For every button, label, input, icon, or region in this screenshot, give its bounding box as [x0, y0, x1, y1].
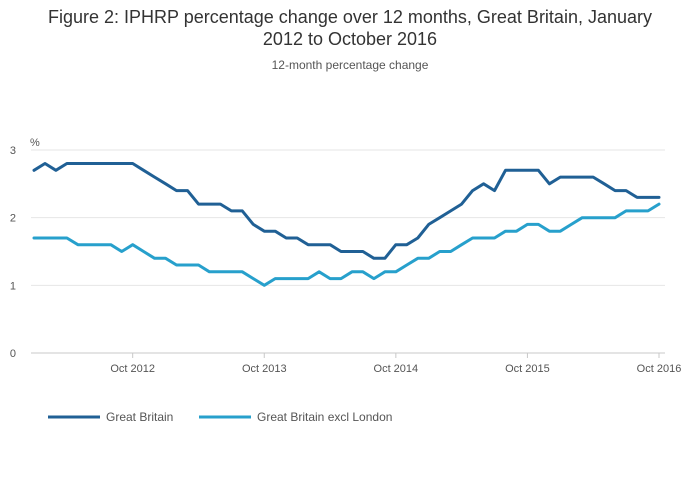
y-tick-label: 1 [10, 280, 16, 292]
chart-title-line-2: 2012 to October 2016 [262, 29, 438, 49]
axes: 0 1 2 3% Oct 2012 Oct 2013 Oct 2014 Oct 2015 Oct… [10, 137, 681, 375]
y-tick-label: 0 [10, 348, 16, 360]
x-tick-label: Oct 2015 [505, 363, 550, 375]
chart-title: Figure 2: IPHRP percentage change over 1… [0, 6, 700, 50]
y-tick-label: 2 [10, 213, 16, 225]
series-line-0[interactable] [32, 162, 661, 260]
x-tick-label: Oct 2013 [242, 363, 287, 375]
y-tick-label: 3 [10, 145, 16, 157]
legend[interactable]: Great Britain Great Britain excl London [48, 410, 392, 424]
grid-lines [31, 149, 665, 354]
chart-title-line-1: Figure 2: IPHRP percentage change over 1… [48, 7, 652, 27]
legend-label: Great Britain [106, 410, 173, 424]
series-line-1[interactable] [32, 202, 661, 287]
x-tick-label: Oct 2012 [110, 363, 155, 375]
y-axis-unit-label: % [30, 137, 40, 149]
legend-label: Great Britain excl London [257, 410, 392, 424]
series-lines [32, 162, 661, 287]
x-tick-label: Oct 2014 [374, 363, 419, 375]
legend-item-1[interactable]: Great Britain excl London [199, 410, 392, 424]
x-tick-label: Oct 2016 [637, 363, 682, 375]
legend-item-0[interactable]: Great Britain [48, 410, 173, 424]
chart-subtitle: 12-month percentage change [271, 58, 429, 72]
